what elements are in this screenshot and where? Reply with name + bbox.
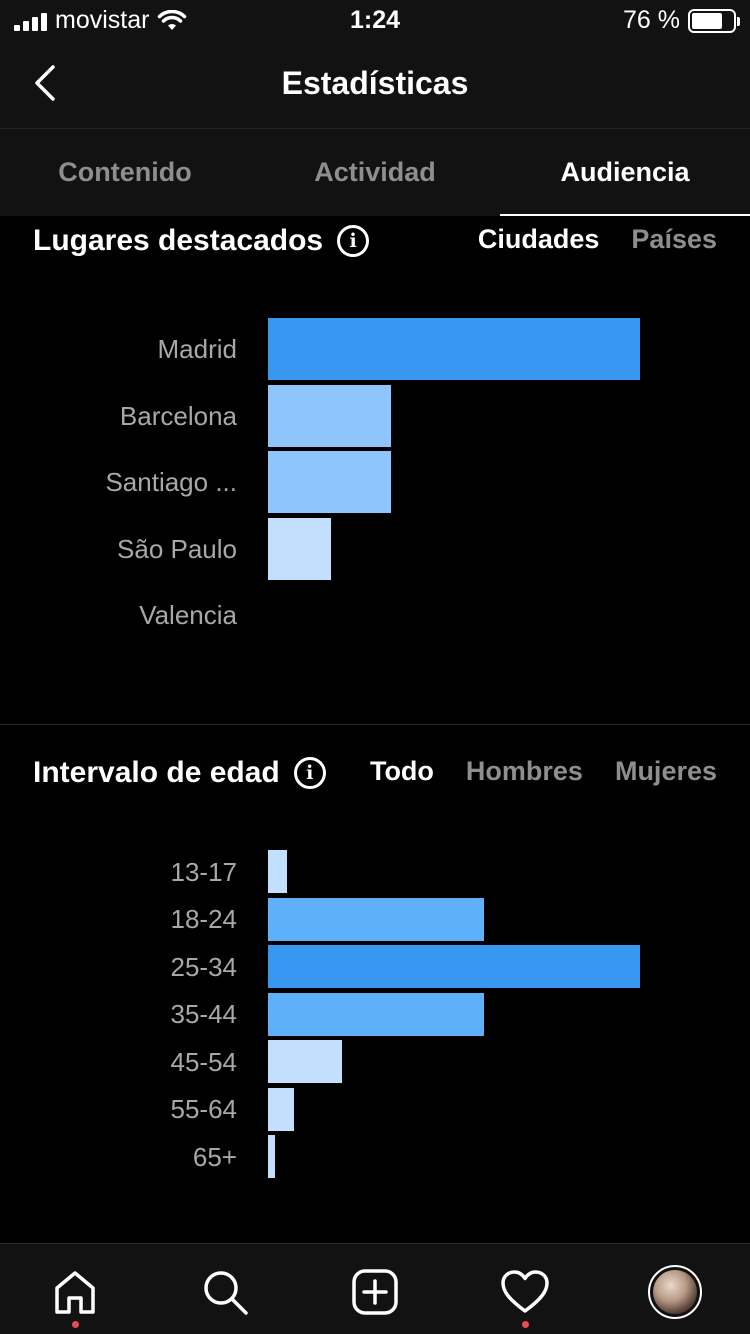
carrier-name: movistar xyxy=(55,6,150,34)
bar xyxy=(268,897,484,941)
filter-ciudades[interactable]: Ciudades xyxy=(477,224,600,254)
tab-bar: Contenido Actividad Audiencia xyxy=(0,128,750,216)
bar xyxy=(268,945,640,988)
bar-row: 25-34 xyxy=(0,945,750,993)
wifi-icon xyxy=(158,9,187,30)
nav-create[interactable] xyxy=(347,1264,403,1320)
filter-hombres[interactable]: Hombres xyxy=(465,756,583,786)
section-divider xyxy=(0,724,750,725)
bar xyxy=(268,1040,342,1083)
bar-label: Madrid xyxy=(157,334,237,364)
tab-contenido[interactable]: Contenido xyxy=(58,157,192,187)
bar xyxy=(268,517,331,580)
bar xyxy=(268,318,640,380)
places-header: Lugares destacados i Ciudades Países xyxy=(0,224,750,274)
add-icon xyxy=(352,1269,398,1315)
info-icon[interactable]: i xyxy=(293,757,326,789)
nav-search[interactable] xyxy=(197,1264,253,1320)
notification-dot xyxy=(522,1321,529,1328)
nav-home[interactable] xyxy=(47,1264,103,1328)
bar-label: Valencia xyxy=(139,600,237,630)
signal-icon xyxy=(14,11,47,31)
page-title: Estadísticas xyxy=(281,65,469,101)
search-icon xyxy=(204,1271,248,1315)
age-title-group: Intervalo de edad i xyxy=(33,756,326,790)
bar-row: Madrid xyxy=(0,318,750,385)
back-button[interactable] xyxy=(20,58,70,108)
tab-actividad[interactable]: Actividad xyxy=(314,157,436,187)
age-filters: Todo Hombres Mujeres xyxy=(370,756,717,787)
filter-todo[interactable]: Todo xyxy=(369,756,434,786)
chevron-left-icon xyxy=(35,65,55,101)
age-header: Intervalo de edad i Todo Hombres Mujeres xyxy=(0,756,750,806)
nav-profile[interactable] xyxy=(647,1264,703,1320)
bar-label: 18-24 xyxy=(170,904,238,934)
bottom-nav xyxy=(0,1243,750,1334)
bar-label: 35-44 xyxy=(170,999,238,1029)
bar-row: Barcelona xyxy=(0,384,750,452)
bar-row: 13-17 xyxy=(0,850,750,898)
bar-row: Santiago ... xyxy=(0,451,750,518)
bar-row: 65+ xyxy=(0,1135,750,1183)
bar xyxy=(268,451,391,513)
info-icon[interactable]: i xyxy=(337,225,370,257)
bar-row: 35-44 xyxy=(0,992,750,1041)
heart-icon xyxy=(501,1270,549,1313)
status-bar: movistar 1:24 76 % xyxy=(0,0,750,40)
bar-label: 55-64 xyxy=(170,1094,238,1124)
age-title: Intervalo de edad xyxy=(33,756,280,789)
bar-row: Valencia xyxy=(0,584,750,651)
bar-row: 55-64 xyxy=(0,1087,750,1136)
nav-activity[interactable] xyxy=(497,1264,553,1328)
status-time: 1:24 xyxy=(349,6,401,34)
bar-label: Santiago ... xyxy=(105,467,237,497)
bar-label: 65+ xyxy=(192,1141,237,1172)
bar xyxy=(268,850,287,893)
bar-label: Barcelona xyxy=(119,400,237,431)
places-title-group: Lugares destacados i xyxy=(33,224,370,258)
bar-row: 18-24 xyxy=(0,897,750,946)
profile-avatar xyxy=(648,1265,702,1319)
battery-percent: 76 % xyxy=(623,6,680,34)
bar-label: São Paulo xyxy=(117,533,237,564)
places-title: Lugares destacados xyxy=(33,224,324,257)
status-left: movistar xyxy=(14,6,187,35)
bar-label: 25-34 xyxy=(170,951,238,982)
header: Estadísticas xyxy=(0,40,750,128)
filter-mujeres[interactable]: Mujeres xyxy=(614,756,717,786)
bar-row: São Paulo xyxy=(0,517,750,585)
notification-dot xyxy=(72,1321,79,1328)
home-icon xyxy=(55,1271,95,1314)
places-filters: Ciudades Países xyxy=(478,224,717,255)
battery-icon xyxy=(688,8,740,33)
status-right: 76 % xyxy=(623,6,740,35)
tab-audiencia[interactable]: Audiencia xyxy=(500,129,750,216)
bar xyxy=(268,992,484,1036)
bar xyxy=(268,1135,275,1178)
bar-row: 45-54 xyxy=(0,1040,750,1088)
bar xyxy=(268,1087,294,1131)
bar-label: 45-54 xyxy=(170,1046,238,1077)
filter-paises[interactable]: Países xyxy=(631,224,717,254)
bar-label: 13-17 xyxy=(170,856,238,887)
bar xyxy=(268,384,391,447)
